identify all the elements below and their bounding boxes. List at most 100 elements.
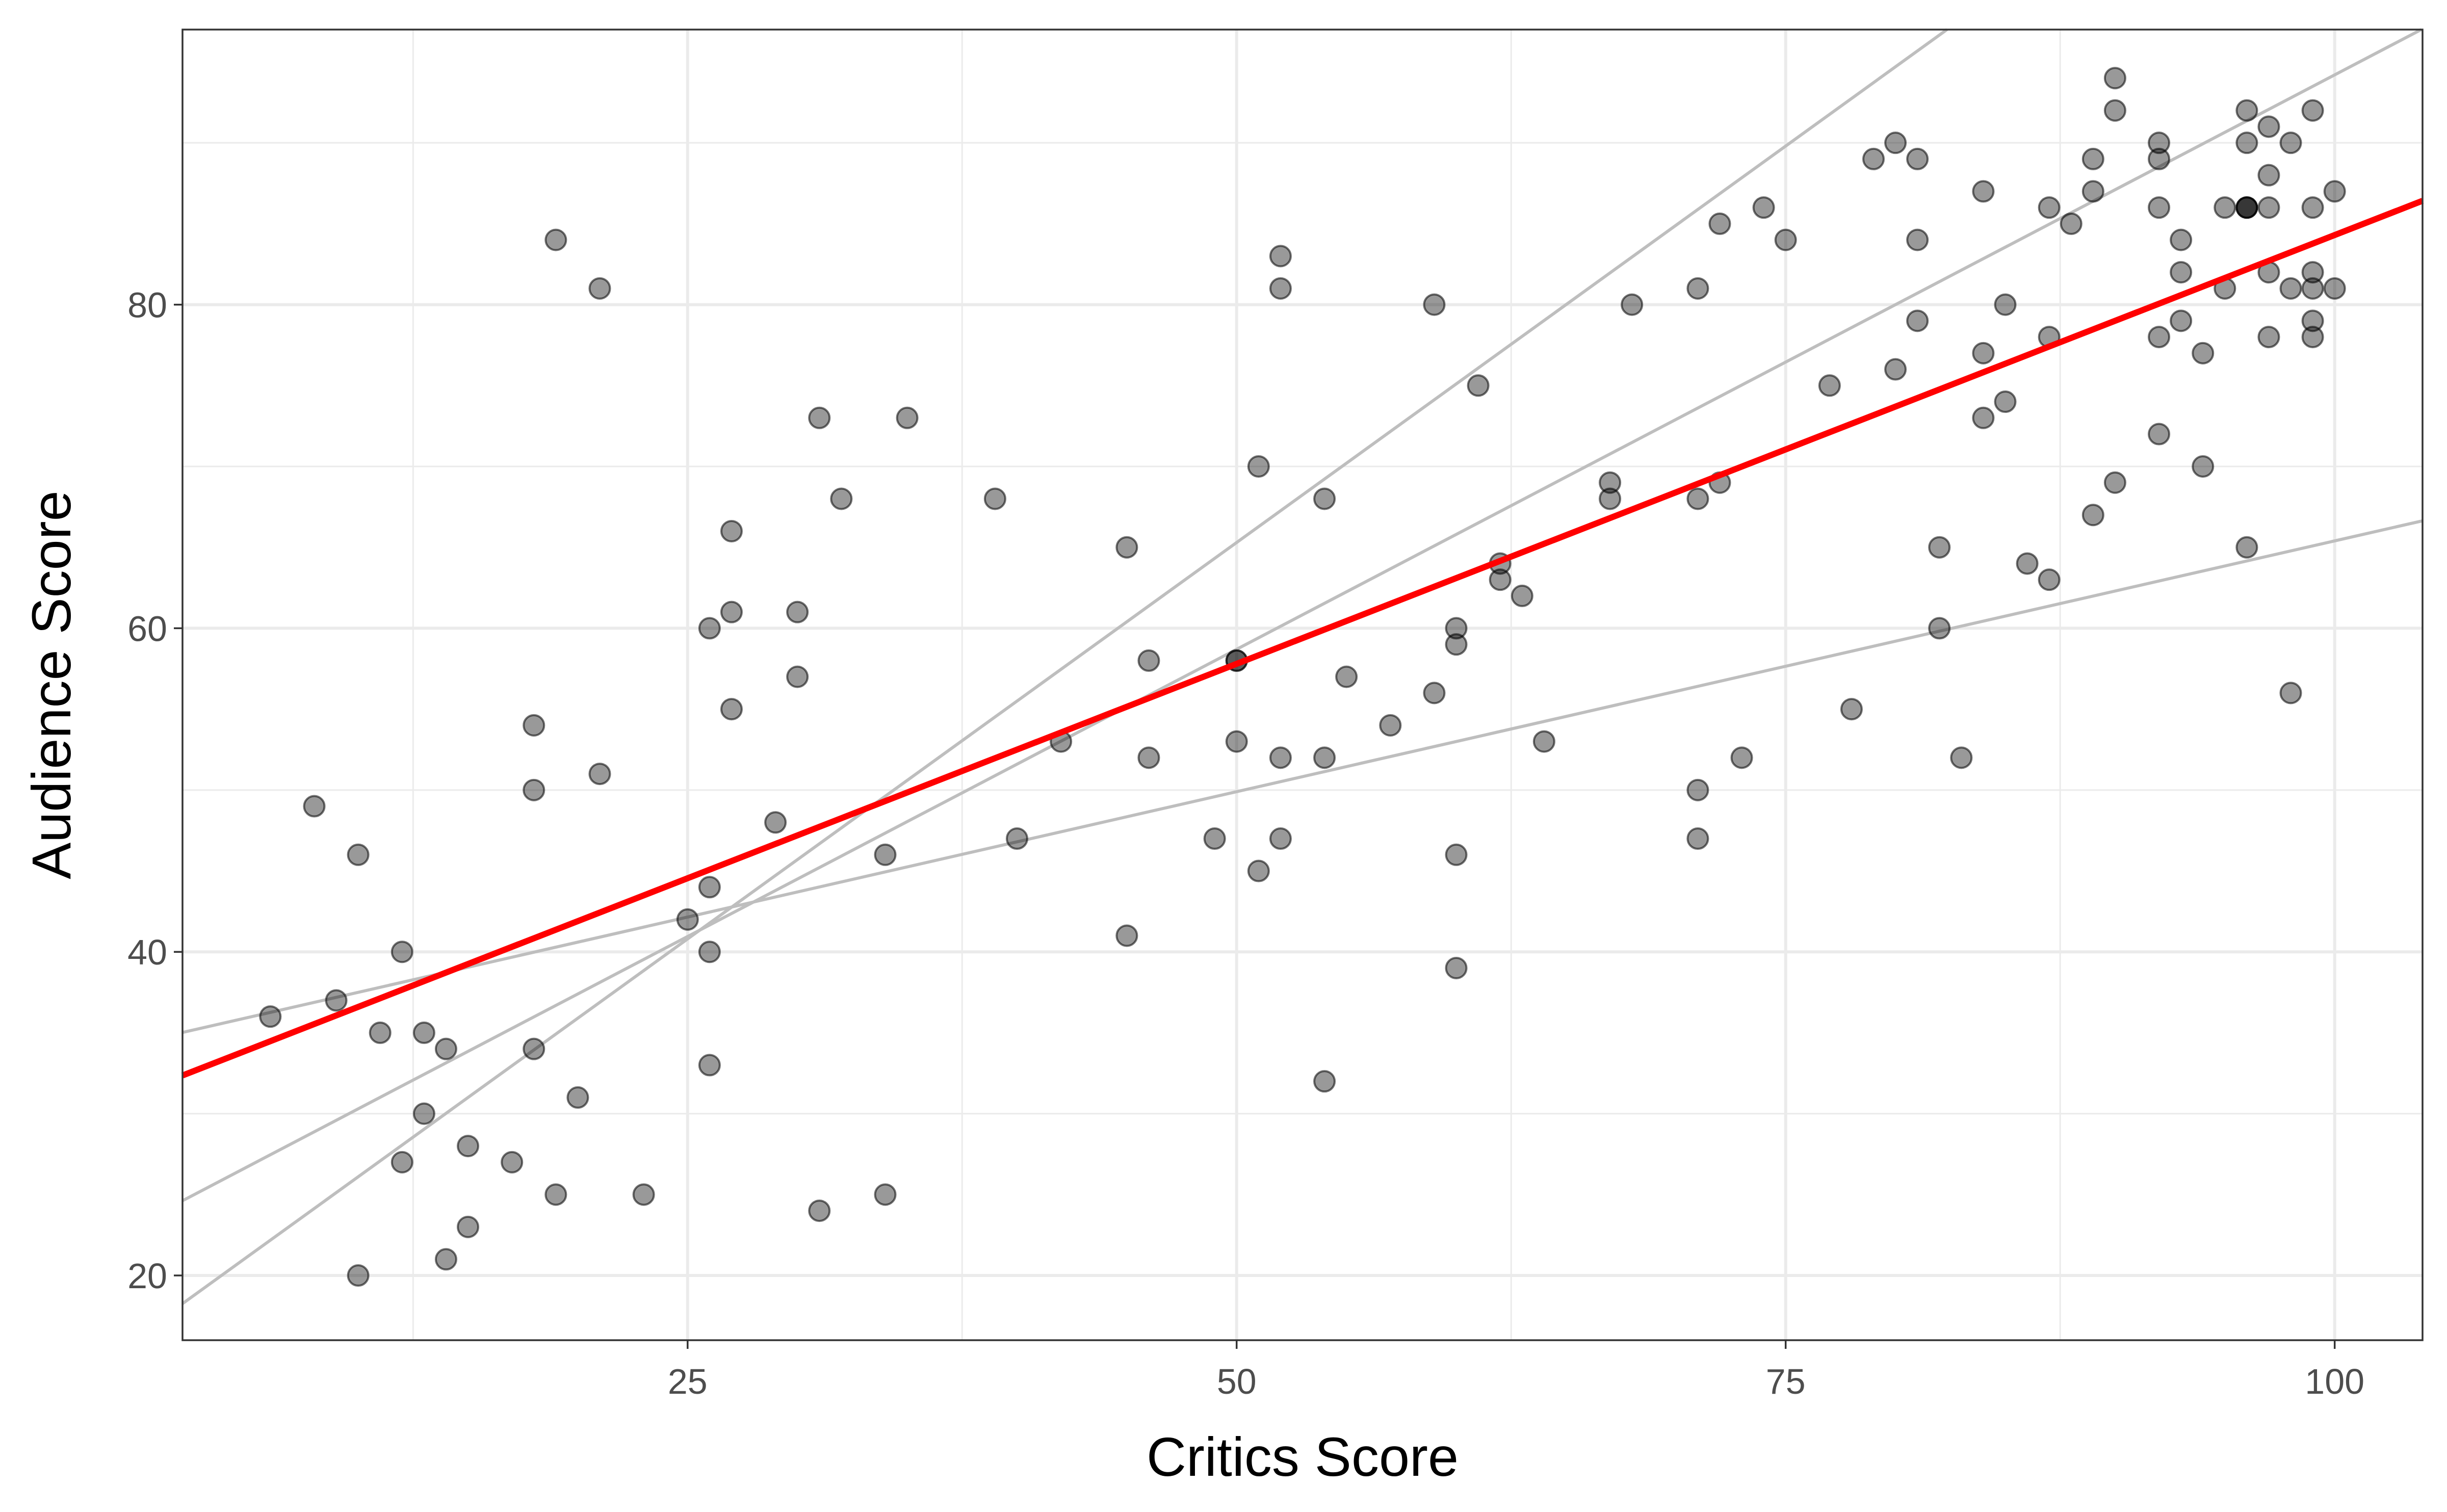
y-tick-label: 20 <box>127 1256 167 1296</box>
data-point <box>457 1215 480 1238</box>
data-point <box>501 1151 524 1174</box>
data-point <box>1884 132 1907 154</box>
y-axis-ticks: 20 40 60 80 <box>127 285 183 1296</box>
data-point <box>2301 326 2324 349</box>
data-point <box>2038 568 2061 591</box>
reference-line <box>181 28 1948 1305</box>
data-point <box>1203 827 1226 850</box>
panel-border <box>181 29 2424 1341</box>
data-point <box>523 714 545 737</box>
data-point <box>1511 584 1533 607</box>
data-point <box>2103 67 2126 90</box>
data-point <box>1269 827 1292 850</box>
data-point <box>2081 180 2104 203</box>
data-point <box>1950 746 1973 769</box>
fit-line <box>181 198 2424 1079</box>
data-point <box>1972 342 1995 364</box>
data-point <box>1686 827 1709 850</box>
data-point <box>2257 115 2280 138</box>
data-point <box>544 1183 567 1206</box>
data-point <box>1445 843 1468 866</box>
data-point <box>1928 617 1951 640</box>
major-gridlines <box>183 30 2423 1340</box>
data-point <box>2279 682 2302 705</box>
data-point <box>1730 746 1753 769</box>
data-point <box>2235 132 2258 154</box>
data-point <box>786 665 809 688</box>
data-point <box>720 519 743 542</box>
data-point <box>391 941 413 963</box>
data-point <box>2235 196 2258 219</box>
data-point <box>1467 374 1490 397</box>
y-tick-label: 40 <box>127 932 167 972</box>
reference-line <box>182 519 2423 1034</box>
data-point <box>874 1183 897 1206</box>
data-point <box>1115 924 1138 947</box>
data-points <box>259 67 2346 1287</box>
data-point <box>434 1037 457 1060</box>
data-point <box>391 1151 413 1174</box>
data-point <box>632 1183 655 1206</box>
data-point <box>2301 99 2324 122</box>
data-point <box>1972 406 1995 429</box>
data-point <box>412 1102 435 1125</box>
data-point <box>1005 827 1028 850</box>
data-point <box>2170 309 2193 332</box>
data-point <box>303 795 326 818</box>
data-point <box>764 811 787 834</box>
data-point <box>808 1200 831 1222</box>
data-point <box>1972 180 1995 203</box>
data-point <box>1862 147 1885 170</box>
data-point <box>2257 196 2280 219</box>
data-point <box>347 1264 370 1287</box>
data-point <box>1928 536 1951 559</box>
data-point <box>698 617 721 640</box>
data-point <box>434 1248 457 1271</box>
data-point <box>1686 778 1709 801</box>
x-axis-ticks: 25 50 75 100 <box>668 1340 2364 1401</box>
data-point <box>720 698 743 721</box>
y-tick-label: 80 <box>127 285 167 325</box>
data-point <box>1708 212 1731 235</box>
data-point <box>2214 196 2236 219</box>
data-point <box>1115 536 1138 559</box>
data-point <box>1445 617 1468 640</box>
data-point <box>2235 99 2258 122</box>
data-point <box>1884 358 1907 381</box>
data-point <box>1489 568 1512 591</box>
data-point <box>1906 228 1929 251</box>
data-point <box>1269 245 1292 268</box>
data-point <box>2148 326 2171 349</box>
data-point <box>676 908 699 931</box>
data-point <box>1137 746 1160 769</box>
data-point <box>1423 293 1446 316</box>
data-point <box>2081 504 2104 527</box>
data-point <box>1225 730 1248 753</box>
data-point <box>2103 471 2126 494</box>
data-point <box>1445 956 1468 979</box>
x-axis-label: Critics Score <box>1147 1426 1459 1488</box>
data-point <box>830 487 853 510</box>
data-point <box>2170 261 2193 284</box>
x-tick-label: 50 <box>1217 1362 1257 1401</box>
data-point <box>457 1135 480 1158</box>
data-point <box>1313 1070 1336 1093</box>
data-point <box>896 406 919 429</box>
regression-line <box>181 198 2424 1079</box>
data-point <box>1247 859 1270 882</box>
data-point <box>1247 455 1270 478</box>
data-point <box>2103 99 2126 122</box>
data-point <box>325 989 348 1012</box>
data-point <box>2016 552 2039 575</box>
data-point <box>1906 147 1929 170</box>
data-point <box>1686 487 1709 510</box>
data-point <box>1994 390 2017 413</box>
data-point <box>1269 746 1292 769</box>
data-point <box>2148 147 2171 170</box>
data-point <box>2279 132 2302 154</box>
data-point <box>2192 342 2215 364</box>
data-point <box>786 601 809 623</box>
data-point <box>566 1086 589 1109</box>
data-point <box>2323 277 2346 300</box>
